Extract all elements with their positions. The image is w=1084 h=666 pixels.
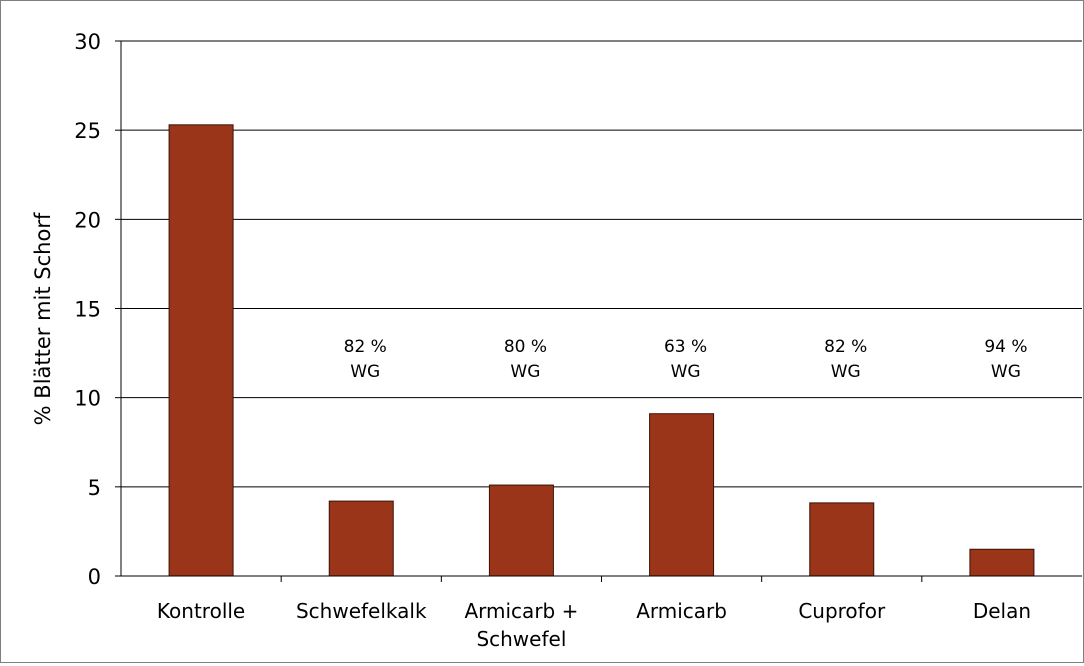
x-tick-label: Armicarb + — [464, 599, 578, 623]
y-tick-label: 10 — [74, 387, 101, 411]
x-tick-label: Schwefel — [476, 627, 566, 651]
data-annotation: WG — [510, 362, 540, 382]
x-tick-label: Schwefelkalk — [296, 599, 427, 623]
bar — [969, 548, 1035, 577]
x-tick-label: Kontrolle — [157, 599, 245, 623]
bar — [168, 124, 234, 577]
x-tick-label: Cuprofor — [798, 599, 886, 623]
y-tick-label: 25 — [74, 119, 101, 143]
data-annotation: 82 % — [344, 337, 387, 357]
bar — [809, 502, 875, 577]
bars — [168, 124, 1035, 577]
data-annotation: WG — [991, 362, 1021, 382]
data-annotation: 80 % — [504, 337, 547, 357]
x-tick-label: Delan — [973, 599, 1031, 623]
axes — [115, 40, 1082, 582]
bar — [649, 413, 715, 577]
y-tick-label: 0 — [88, 565, 101, 589]
y-axis-title: % Blätter mit Schorf — [31, 212, 55, 425]
gridlines — [121, 40, 1082, 488]
data-annotation: WG — [831, 362, 861, 382]
bar — [328, 500, 394, 577]
y-tick-label: 15 — [74, 298, 101, 322]
data-annotation: 63 % — [664, 337, 707, 357]
y-tick-label: 30 — [74, 30, 101, 54]
y-tick-label: 5 — [88, 476, 101, 500]
labels: 0 5 10 15 20 25 30 Kontrolle Schwefelkalk 82 % WG A… — [74, 30, 1031, 651]
x-tick-label: Armicarb — [636, 599, 727, 623]
bar — [488, 484, 554, 577]
data-annotation: WG — [350, 362, 380, 382]
data-annotation: 94 % — [984, 337, 1027, 357]
data-annotation: 82 % — [824, 337, 867, 357]
data-annotation: WG — [671, 362, 701, 382]
y-tick-label: 20 — [74, 208, 101, 232]
